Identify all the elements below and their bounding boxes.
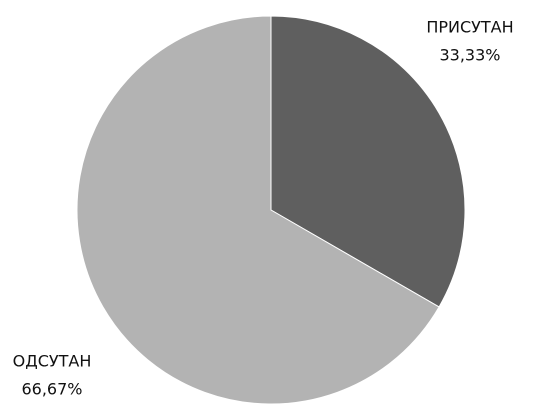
pie-slice [76, 15, 440, 405]
pie-slice [270, 15, 466, 308]
slice-category-label: ПРИСУТАН [426, 18, 513, 37]
slice-category-label: ОДСУТАН [13, 352, 92, 371]
slice-value-label: 33,33% [439, 46, 500, 65]
slice-value-label: 66,67% [21, 380, 82, 399]
